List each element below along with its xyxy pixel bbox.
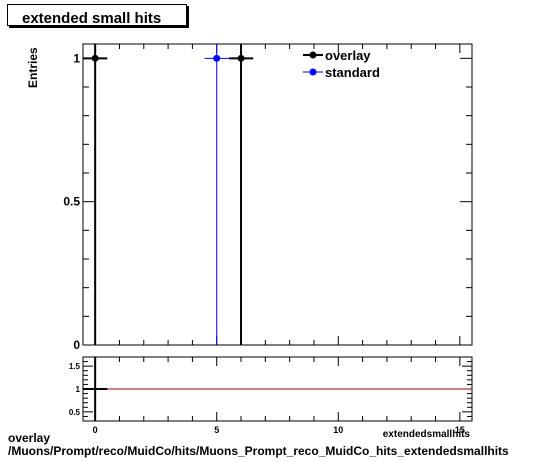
y-axis-label: Entries [26,47,40,88]
footer-line-2: /Muons/Prompt/reco/MuidCo/hits/Muons_Pro… [8,444,509,458]
main-frame-rect [82,43,473,346]
ratio-data-points [83,357,472,421]
ratio-y-tick-label: 1.5 [69,362,81,371]
x-axis-label: extendedsmallhits [383,429,471,440]
y-tick-label: 0.5 [63,195,80,209]
legend-marker [309,51,317,59]
legend-entry-standard: standard [303,65,380,80]
ratio-axis-ticks: 0 5 10 15 0.5 1 1.5 [69,356,472,435]
standard-marker [213,54,221,62]
y-tick-label: 0 [73,338,80,352]
overlay-marker [91,54,99,62]
overlay-marker [237,54,245,62]
legend-marker [309,68,317,76]
main-axis-ticks: 00.51 [63,44,472,352]
chart-title-box: extended small hits [7,4,187,27]
y-tick-label: 1 [73,51,80,65]
x-tick-label: 15 [455,425,465,435]
footer-caption: overlay /Muons/Prompt/reco/MuidCo/hits/M… [8,432,509,458]
x-tick-label: 10 [333,425,343,435]
footer-line-1: overlay [8,431,51,445]
overlay-point [83,44,108,345]
legend: overlay standard [303,48,380,80]
chart-title: extended small hits [22,10,162,27]
main-data-points [83,44,254,345]
main-plot-frame [82,43,473,346]
legend-label: overlay [325,48,371,63]
x-tick-label: 0 [93,425,98,435]
ratio-y-tick-label: 0.5 [69,408,81,417]
standard-point [204,44,229,345]
overlay-point [228,44,254,345]
legend-label: standard [325,65,380,80]
ratio-point [83,357,108,421]
x-tick-label: 5 [214,425,219,435]
ratio-y-tick-label: 1 [76,385,81,394]
legend-entry-overlay: overlay [303,48,371,63]
